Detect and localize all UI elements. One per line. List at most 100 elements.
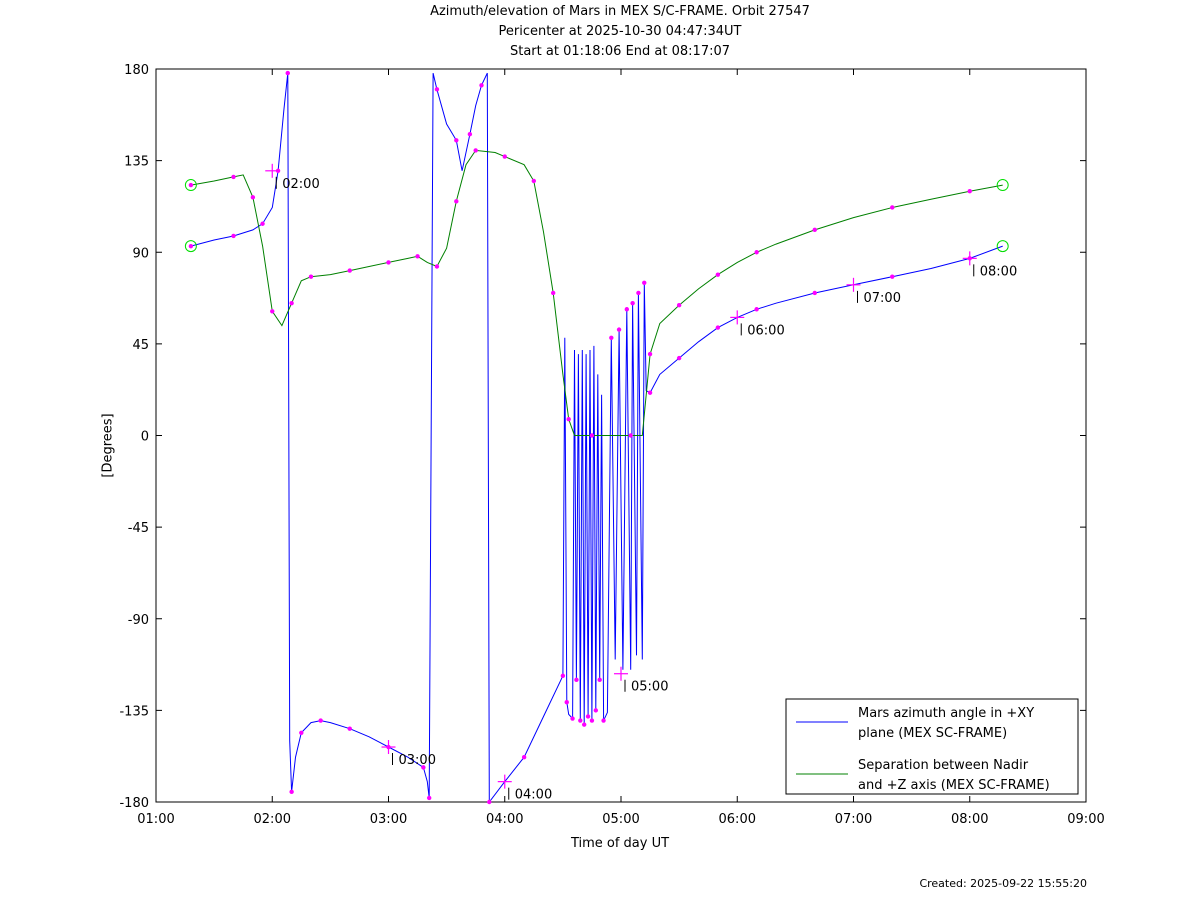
legend-label: and +Z axis (MEX SC-FRAME): [858, 778, 1050, 793]
y-tick-label: 180: [124, 63, 149, 78]
annotation-label: 04:00: [515, 788, 552, 803]
annotation-label: 06:00: [747, 323, 784, 338]
data-point: [231, 174, 236, 180]
data-point: [812, 290, 817, 296]
data-point: [676, 355, 682, 361]
data-point: [564, 700, 569, 705]
data-point: [570, 716, 575, 721]
annotation-label: 08:00: [980, 264, 1017, 279]
data-point: [318, 718, 323, 723]
y-tick-label: -90: [128, 613, 149, 628]
data-point: [454, 199, 459, 204]
y-tick-label: 135: [124, 155, 149, 170]
data-point: [642, 280, 647, 285]
chart-title-line-1: Azimuth/elevation of Mars in MEX S/C-FRA…: [430, 4, 810, 19]
data-point: [597, 677, 602, 683]
annotation-label: 05:00: [631, 680, 668, 695]
data-point: [250, 195, 256, 200]
y-tick-label: 45: [132, 338, 149, 353]
data-point: [890, 205, 895, 210]
data-point: [754, 250, 759, 255]
x-tick-label: 09:00: [1067, 812, 1104, 827]
y-tick-label: -180: [119, 796, 149, 811]
data-point: [289, 789, 294, 795]
legend-label: plane (MEX SC-FRAME): [858, 726, 1007, 741]
x-tick-label: 08:00: [951, 812, 988, 827]
data-point: [473, 148, 478, 153]
axis-ticks: 01:00 02:00 03:00 04:00 05:00 06:00 07:00 08:00…: [119, 63, 1104, 827]
series-line-1: [190, 149, 1003, 436]
data-point: [566, 417, 571, 422]
series-end-marker: [996, 179, 1009, 192]
data-point: [589, 433, 595, 438]
data-point: [647, 351, 653, 357]
data-point: [560, 673, 566, 678]
data-point: [609, 335, 614, 340]
data-point: [601, 718, 606, 723]
y-tick-label: -45: [128, 521, 149, 536]
data-point: [521, 755, 527, 760]
x-axis-label: Time of day UT: [570, 836, 670, 851]
x-tick-label: 07:00: [835, 812, 872, 827]
data-point: [270, 309, 275, 314]
data-point: [426, 795, 432, 801]
data-point: [676, 302, 682, 308]
data-point: [421, 765, 426, 770]
series-start-marker: [184, 179, 197, 192]
data-point: [585, 714, 591, 719]
data-point: [467, 131, 473, 137]
y-axis-label: [Degrees]: [100, 413, 116, 478]
data-point: [415, 254, 420, 259]
annotation-layer: 02:00 03:00 04:00 05:00 06:00 07:00 08:00: [265, 163, 1017, 803]
data-point: [754, 307, 759, 312]
data-point: [812, 227, 817, 233]
data-point: [628, 433, 633, 438]
data-point: [581, 722, 587, 727]
data-point: [347, 268, 352, 273]
y-tick-label: 90: [132, 246, 149, 261]
data-point: [299, 730, 304, 735]
data-point: [479, 83, 484, 88]
data-point: [890, 274, 895, 279]
data-point: [285, 70, 290, 76]
data-point: [647, 390, 653, 395]
legend-box: [785, 698, 1079, 795]
data-point: [487, 799, 492, 805]
data-point: [574, 677, 579, 683]
chart-title-line-3: Start at 01:18:06 End at 08:17:07: [509, 44, 731, 59]
series-start-marker: [184, 240, 197, 253]
x-tick-label: 01:00: [137, 812, 174, 827]
data-point: [630, 300, 635, 306]
data-point: [260, 221, 265, 226]
annotation-label: 03:00: [399, 753, 436, 768]
data-point: [616, 327, 622, 332]
data-point: [550, 290, 556, 296]
data-point: [531, 178, 537, 184]
data-point: [715, 272, 721, 277]
data-point: [434, 264, 440, 269]
x-tick-label: 03:00: [370, 812, 407, 827]
data-point: [593, 708, 599, 713]
data-point: [967, 188, 972, 194]
series-layer: [184, 70, 1009, 805]
legend: Mars azimuth angle in +XY plane (MEX SC-F…: [785, 698, 1079, 795]
data-point: [578, 718, 583, 723]
data-point: [624, 307, 630, 312]
data-point: [188, 182, 194, 188]
data-point: [454, 138, 459, 143]
legend-label: Mars azimuth angle in +XY: [858, 706, 1034, 721]
data-point: [308, 274, 314, 279]
x-tick-label: 02:00: [254, 812, 291, 827]
data-point: [289, 300, 294, 306]
annotation-label: 02:00: [282, 177, 319, 192]
annotation-label: 07:00: [864, 291, 901, 306]
data-point: [589, 718, 595, 723]
y-tick-label: 0: [141, 430, 149, 445]
x-tick-label: 04:00: [486, 812, 523, 827]
data-point: [347, 726, 352, 731]
data-point: [231, 233, 236, 239]
data-point: [188, 243, 194, 249]
data-point: [636, 290, 641, 296]
chart-title-line-2: Pericenter at 2025-10-30 04:47:34UT: [498, 24, 742, 39]
